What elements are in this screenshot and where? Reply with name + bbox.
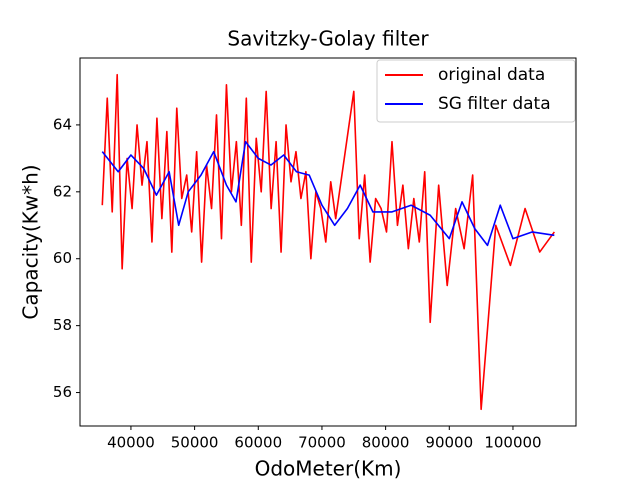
x-tick-label: 40000 xyxy=(107,434,155,452)
plot-frame xyxy=(79,57,577,427)
chart-title: Savitzky-Golay filter xyxy=(227,27,429,51)
x-tick-label: 100000 xyxy=(484,434,541,452)
y-tick-label: 58 xyxy=(53,316,72,334)
y-tick-label: 62 xyxy=(53,182,72,200)
data-line xyxy=(101,140,555,247)
x-tick-label: 60000 xyxy=(234,434,282,452)
x-axis-label: OdoMeter(Km) xyxy=(255,457,402,480)
legend-box xyxy=(376,59,576,123)
y-axis-label: Capacity(Kw*h) xyxy=(19,164,43,319)
y-tick-label: 64 xyxy=(53,115,72,133)
x-tick-label: 70000 xyxy=(298,434,346,452)
legend-label: SG filter data xyxy=(438,94,551,114)
data-line xyxy=(101,73,555,411)
x-tick-label: 90000 xyxy=(425,434,473,452)
x-tick-label: 50000 xyxy=(171,434,219,452)
y-tick-label: 60 xyxy=(53,249,72,267)
legend-label: original data xyxy=(438,65,545,85)
x-tick-label: 80000 xyxy=(362,434,410,452)
y-tick-label: 56 xyxy=(53,383,72,401)
